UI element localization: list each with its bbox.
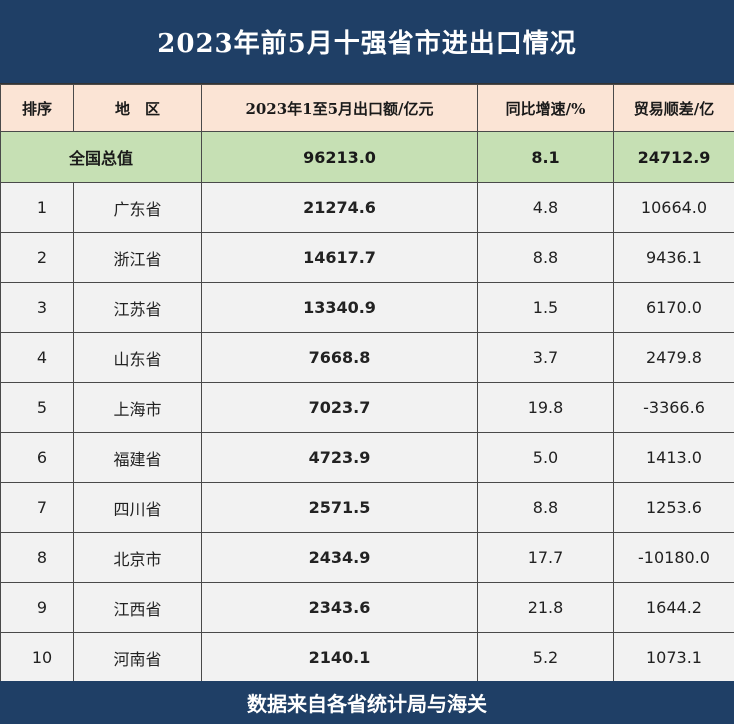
total-export: 96213.0: [201, 131, 478, 183]
cell-surplus: -10180.0: [613, 532, 734, 583]
cell-region: 广东省: [73, 182, 202, 233]
cell-growth: 1.5: [477, 282, 614, 333]
table-row: 8 北京市 2434.9 17.7 -10180.0: [0, 532, 734, 583]
table-row: 6 福建省 4723.9 5.0 1413.0: [0, 432, 734, 483]
cell-region: 河南省: [73, 632, 202, 683]
header-rank: 排序: [0, 84, 74, 132]
cell-region: 上海市: [73, 382, 202, 433]
cell-export: 7668.8: [201, 332, 478, 383]
cell-region: 福建省: [73, 432, 202, 483]
table-row: 2 浙江省 14617.7 8.8 9436.1: [0, 232, 734, 283]
header-surplus: 贸易顺差/亿: [613, 84, 734, 132]
page-title: 2023年前5月十强省市进出口情况: [0, 0, 734, 84]
cell-surplus: 1253.6: [613, 482, 734, 533]
cell-growth: 8.8: [477, 482, 614, 533]
table-row: 7 四川省 2571.5 8.8 1253.6: [0, 482, 734, 533]
cell-surplus: 10664.0: [613, 182, 734, 233]
cell-growth: 3.7: [477, 332, 614, 383]
total-surplus: 24712.9: [613, 131, 734, 183]
cell-region: 北京市: [73, 532, 202, 583]
source-note: 数据来自各省统计局与海关: [0, 681, 734, 724]
cell-rank: 9: [0, 582, 74, 633]
cell-growth: 19.8: [477, 382, 614, 433]
cell-rank: 1: [0, 182, 74, 233]
cell-growth: 5.0: [477, 432, 614, 483]
cell-region: 江苏省: [73, 282, 202, 333]
cell-rank: 2: [0, 232, 74, 283]
cell-surplus: 9436.1: [613, 232, 734, 283]
cell-growth: 8.8: [477, 232, 614, 283]
cell-surplus: -3366.6: [613, 382, 734, 433]
cell-rank: 5: [0, 382, 74, 433]
cell-export: 2343.6: [201, 582, 478, 633]
cell-surplus: 6170.0: [613, 282, 734, 333]
cell-export: 2434.9: [201, 532, 478, 583]
cell-rank: 4: [0, 332, 74, 383]
header-export: 2023年1至5月出口额/亿元: [201, 84, 478, 132]
header-growth: 同比增速/%: [477, 84, 614, 132]
table-row: 3 江苏省 13340.9 1.5 6170.0: [0, 282, 734, 333]
cell-surplus: 1413.0: [613, 432, 734, 483]
table-row: 5 上海市 7023.7 19.8 -3366.6: [0, 382, 734, 433]
cell-export: 21274.6: [201, 182, 478, 233]
cell-rank: 7: [0, 482, 74, 533]
cell-region: 四川省: [73, 482, 202, 533]
total-label: 全国总值: [0, 131, 202, 183]
cell-growth: 21.8: [477, 582, 614, 633]
cell-region: 江西省: [73, 582, 202, 633]
cell-growth: 4.8: [477, 182, 614, 233]
data-table: 排序 地 区 2023年1至5月出口额/亿元 同比增速/% 贸易顺差/亿 全国总…: [0, 84, 734, 683]
cell-export: 7023.7: [201, 382, 478, 433]
cell-export: 2571.5: [201, 482, 478, 533]
cell-export: 13340.9: [201, 282, 478, 333]
cell-export: 4723.9: [201, 432, 478, 483]
cell-export: 14617.7: [201, 232, 478, 283]
cell-region: 山东省: [73, 332, 202, 383]
cell-surplus: 2479.8: [613, 332, 734, 383]
total-growth: 8.1: [477, 131, 614, 183]
cell-growth: 5.2: [477, 632, 614, 683]
table-row: 1 广东省 21274.6 4.8 10664.0: [0, 182, 734, 233]
header-region: 地 区: [73, 84, 202, 132]
table-row: 10 河南省 2140.1 5.2 1073.1: [0, 632, 734, 683]
cell-growth: 17.7: [477, 532, 614, 583]
table-row: 9 江西省 2343.6 21.8 1644.2: [0, 582, 734, 633]
cell-rank: 6: [0, 432, 74, 483]
cell-surplus: 1644.2: [613, 582, 734, 633]
cell-export: 2140.1: [201, 632, 478, 683]
header-row: 排序 地 区 2023年1至5月出口额/亿元 同比增速/% 贸易顺差/亿: [0, 84, 734, 132]
cell-region: 浙江省: [73, 232, 202, 283]
total-row: 全国总值 96213.0 8.1 24712.9: [0, 131, 734, 183]
cell-rank: 8: [0, 532, 74, 583]
table-row: 4 山东省 7668.8 3.7 2479.8: [0, 332, 734, 383]
cell-rank: 10: [0, 632, 74, 683]
cell-rank: 3: [0, 282, 74, 333]
cell-surplus: 1073.1: [613, 632, 734, 683]
